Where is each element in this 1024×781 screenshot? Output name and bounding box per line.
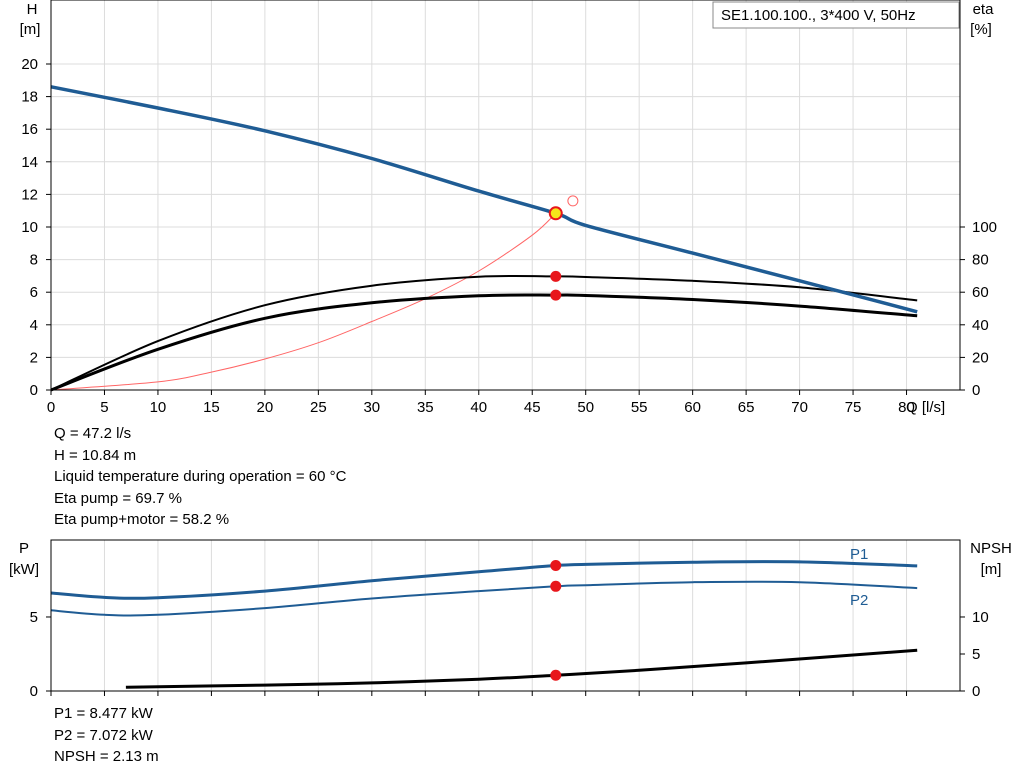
power-axis-label-unit: [kW]: [9, 561, 39, 578]
x-tick-label: 35: [417, 399, 434, 416]
y-left-tick-label: 12: [21, 186, 38, 203]
npsh-point: [550, 669, 562, 681]
y-left-tick-label: 0: [30, 382, 38, 399]
y-right-tick-label: 100: [972, 219, 997, 236]
power-axis-label-name: P: [19, 540, 29, 557]
x-tick-label: 40: [470, 399, 487, 416]
x-tick-label: 45: [524, 399, 541, 416]
chart-title: SE1.100.100., 3*400 V, 50Hz: [721, 7, 916, 24]
x-axis-label: Q [l/s]: [906, 399, 945, 416]
y-left-tick-label: 20: [21, 56, 38, 73]
y-left-tick-label: 2: [30, 349, 38, 366]
top-axes: 0 5 10 15 20 25 30 35 40 45 50 55 60 65 70 75 80 0 2 4 6 8 10 1…: [21, 0, 997, 416]
x-tick-label: 25: [310, 399, 327, 416]
y-left-tick-label: 14: [21, 154, 38, 171]
flow-value: Q = 47.2 l/s: [54, 425, 132, 442]
p-axis-tick-label: 5: [30, 609, 38, 626]
operating-info-top: Q = 47.2 l/s H = 10.84 m Liquid temperat…: [54, 423, 346, 531]
npsh-axis-tick-label: 5: [972, 646, 980, 663]
y-left-tick-label: 16: [21, 121, 38, 138]
npsh-axis-tick-label: 0: [972, 683, 980, 700]
x-tick-label: 55: [631, 399, 648, 416]
top-plot-frame: [50, 0, 961, 391]
eta-pump-point: [550, 270, 562, 282]
open-point-marker: [567, 195, 579, 207]
y-right-tick-label: 0: [972, 382, 980, 399]
p1-point: [550, 560, 562, 572]
x-tick-label: 20: [257, 399, 274, 416]
y-right-tick-label: 80: [972, 252, 989, 269]
liquid-temperature: Liquid temperature during operation = 60…: [54, 468, 347, 485]
x-tick-label: 5: [100, 399, 108, 416]
eta-pump-curve: [50, 274, 918, 391]
top-grid: [50, 0, 960, 391]
p2-point: [550, 580, 562, 592]
x-tick-label: 15: [203, 399, 220, 416]
p1-curve-label: P1: [850, 546, 868, 563]
npsh-axis-label-unit: [m]: [981, 561, 1002, 578]
npsh-value: NPSH = 2.13 m: [54, 748, 159, 765]
bottom-markers: [550, 560, 562, 681]
x-tick-label: 60: [684, 399, 701, 416]
left-axis-label-name: H: [27, 1, 38, 18]
x-tick-label: 70: [791, 399, 808, 416]
bottom-axes: 0 5 0 5 10: [30, 539, 989, 700]
eta-pump-value: Eta pump = 69.7 %: [54, 489, 182, 507]
x-tick-label: 75: [845, 399, 862, 416]
x-tick-label: 10: [150, 399, 167, 416]
y-left-tick-label: 6: [30, 284, 38, 301]
bottom-series: [50, 560, 918, 689]
eta-total-value: Eta pump+motor = 58.2 %: [54, 511, 230, 528]
p1-value: P1 = 8.477 kW: [54, 705, 153, 722]
top-series: [50, 85, 918, 392]
x-tick-label: 65: [738, 399, 755, 416]
right-axis-label-unit: [%]: [970, 21, 992, 38]
x-tick-label: 50: [577, 399, 594, 416]
eta-total-point: [550, 289, 562, 301]
x-tick-label: 0: [47, 399, 55, 416]
y-right-tick-label: 60: [972, 284, 989, 301]
title-box: [712, 1, 960, 29]
head-value: H = 10.84 m: [54, 446, 137, 464]
top-markers: [548, 195, 579, 301]
x-tick-label: 30: [363, 399, 380, 416]
y-right-tick-label: 20: [972, 349, 989, 366]
y-left-tick-label: 4: [30, 317, 38, 334]
p2-curve: [50, 580, 918, 617]
y-right-tick-label: 40: [972, 317, 989, 334]
npsh-axis-label-name: NPSH: [970, 540, 1012, 557]
npsh-curve: [125, 648, 918, 689]
y-left-tick-label: 10: [21, 219, 38, 236]
y-left-tick-label: 18: [21, 89, 38, 106]
head-efficiency-chart: 0 5 10 15 20 25 30 35 40 45 50 55 60 65 70 75 80 0 2 4 6 8 10 1…: [20, 0, 997, 416]
power-npsh-chart: 0 5 0 5 10 P [kW] NPSH [m] P1 P2: [9, 539, 1012, 700]
left-axis-label-unit: [m]: [20, 21, 41, 38]
npsh-axis-tick-label: 10: [972, 609, 989, 626]
y-left-tick-label: 8: [30, 252, 38, 269]
operating-info-bottom: P1 = 8.477 kW P2 = 7.072 kW NPSH = 2.13 …: [54, 703, 159, 768]
head-curve: [50, 85, 918, 314]
p1-curve: [50, 560, 918, 600]
p2-value: P2 = 7.072 kW: [54, 726, 153, 744]
system-curve: [50, 212, 557, 391]
p2-curve-label: P2: [850, 592, 868, 609]
eta-total-curve: [50, 293, 918, 392]
x-tick-label: 80: [898, 399, 915, 416]
p-axis-tick-label: 0: [30, 683, 38, 700]
right-axis-label-name: eta: [973, 1, 995, 18]
bottom-plot-frame: [50, 539, 961, 692]
duty-point-marker: [548, 206, 563, 221]
